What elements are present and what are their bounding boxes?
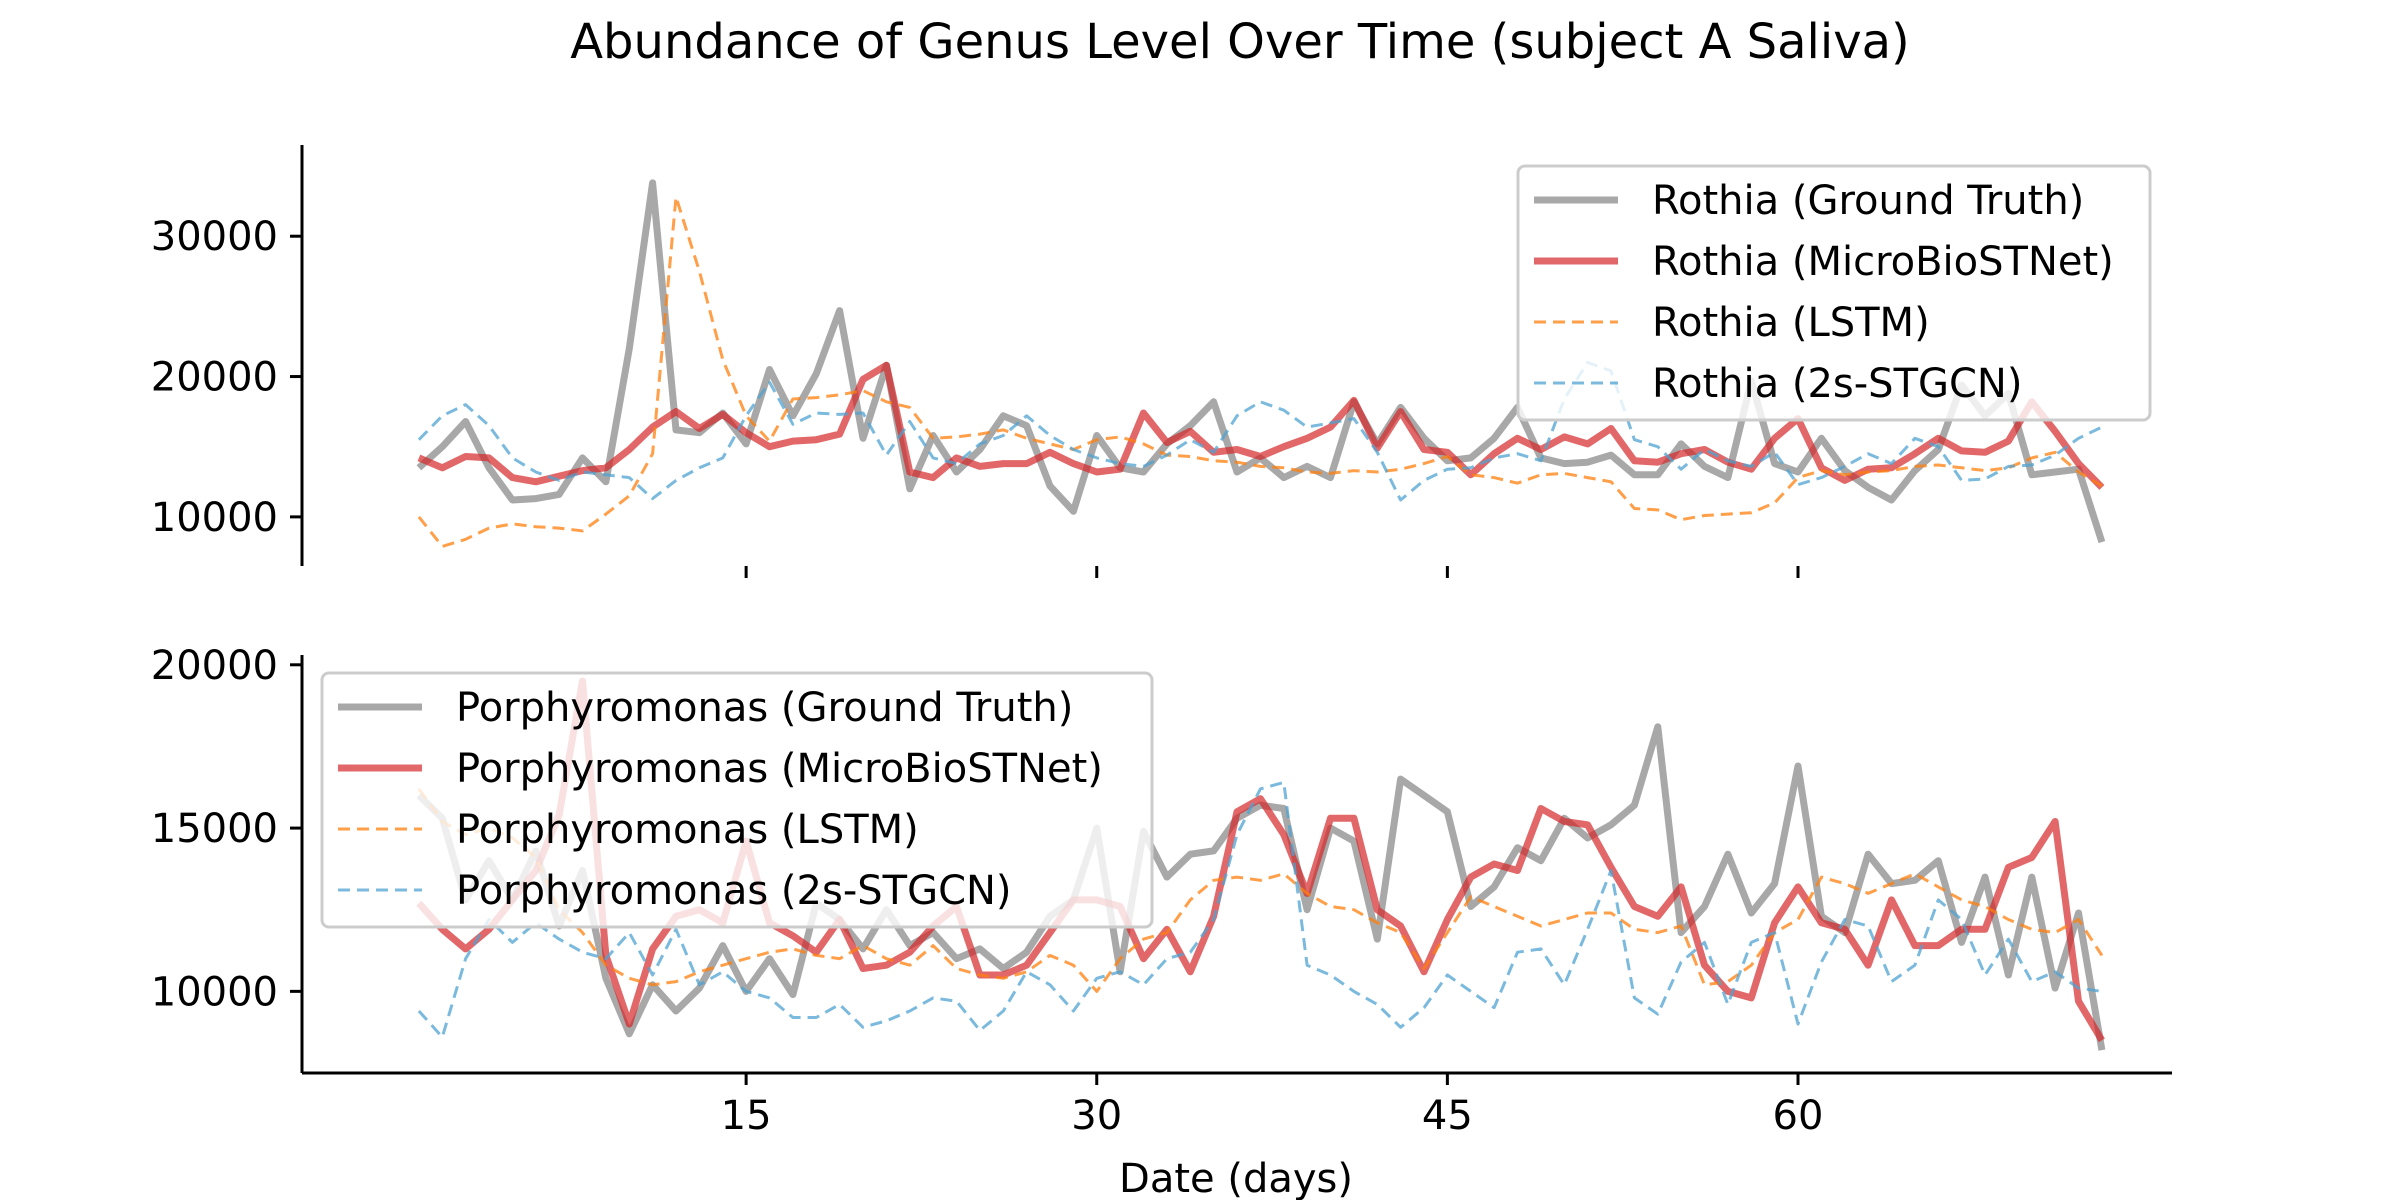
series-line-ground_truth bbox=[416, 723, 2106, 1051]
legend-label: Rothia (LSTM) bbox=[1652, 300, 1930, 346]
y-tick-label: 20000 bbox=[151, 643, 278, 689]
x-tick-label: 45 bbox=[1422, 1093, 1473, 1139]
x-tick-label: 60 bbox=[1773, 1093, 1824, 1139]
series-line-stgcn bbox=[417, 361, 2103, 502]
legend: Porphyromonas (Ground Truth) Porphyromona… bbox=[320, 671, 1154, 929]
x-axis-label: Date (days) bbox=[1119, 1156, 1353, 1200]
chart-title: Abundance of Genus Level Over Time (subj… bbox=[570, 14, 1910, 70]
y-tick-label: 15000 bbox=[151, 806, 278, 852]
legend-frame bbox=[320, 671, 1154, 929]
legend-label: Porphyromonas (LSTM) bbox=[456, 807, 919, 853]
y-tick-label: 10000 bbox=[151, 495, 278, 541]
y-tick-label: 10000 bbox=[151, 969, 278, 1015]
x-tick-label: 15 bbox=[721, 1093, 772, 1139]
y-tick-label: 30000 bbox=[151, 214, 278, 260]
legend-label: Porphyromonas (MicroBioSTNet) bbox=[456, 746, 1103, 792]
series-line-stgcn bbox=[417, 780, 2103, 1039]
legend-label: Rothia (2s-STGCN) bbox=[1652, 361, 2022, 407]
legend-frame bbox=[1516, 164, 2152, 422]
x-tick-label: 30 bbox=[1071, 1093, 1122, 1139]
legend-label: Rothia (Ground Truth) bbox=[1652, 178, 2084, 224]
legend: Rothia (Ground Truth) Rothia (MicroBioSTN… bbox=[1516, 164, 2152, 422]
y-tick-label: 20000 bbox=[151, 355, 278, 401]
legend-label: Porphyromonas (2s-STGCN) bbox=[456, 868, 1012, 914]
series-line-lstm bbox=[417, 788, 2104, 993]
series-line-lstm bbox=[417, 195, 2103, 548]
legend-label: Rothia (MicroBioSTNet) bbox=[1652, 239, 2114, 285]
panel-porphyromonas: 10000 15000 20000 15 30 45 60 Porphyromonas (Gr… bbox=[151, 643, 2172, 1139]
legend-label: Porphyromonas (Ground Truth) bbox=[456, 685, 1073, 731]
series-line-microbiostnet bbox=[417, 361, 2105, 490]
